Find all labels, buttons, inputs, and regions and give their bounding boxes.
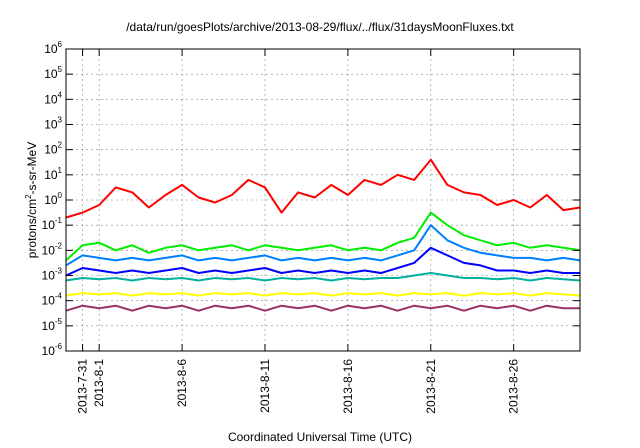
- y-tick-label: 100: [44, 191, 62, 207]
- y-tick-label: 106: [44, 40, 62, 56]
- x-tick-label: 2013-8-11: [258, 359, 272, 413]
- y-tick-label: 10-6: [42, 342, 63, 358]
- y-tick-label: 10-1: [42, 216, 63, 232]
- series-line-2: [65, 224, 581, 267]
- x-axis-label: Coordinated Universal Time (UTC): [227, 430, 413, 444]
- series-line-0: [65, 158, 581, 219]
- y-tick-label: 10-5: [42, 317, 63, 333]
- y-tick-label: 104: [44, 90, 62, 106]
- x-tick-label: 2013-8-6: [175, 359, 189, 407]
- x-tick-label: 2013-8-16: [341, 359, 355, 414]
- chart-title: /data/run/goesPlots/archive/2013-08-29/f…: [126, 20, 514, 34]
- y-tick-label: 103: [44, 116, 62, 132]
- y-tick-label: 10-4: [42, 292, 63, 308]
- series-line-3: [65, 246, 580, 277]
- series-line-5: [65, 292, 581, 297]
- x-tick-label: 2013-8-21: [424, 359, 438, 414]
- y-tick-label: 105: [44, 65, 62, 81]
- grid-lines: [66, 49, 580, 351]
- y-tick-label: 10-3: [42, 267, 63, 283]
- x-axis-ticks: 2013-7-31 2013-8-1 2013-8-6 2013-8-11 2013-8…: [76, 49, 521, 414]
- series-line-1: [65, 211, 581, 262]
- series-line-6: [65, 304, 580, 312]
- y-tick-label: 10-2: [42, 241, 63, 257]
- x-tick-label: 2013-8-26: [507, 359, 521, 414]
- y-tick-label: 101: [44, 166, 62, 182]
- y-axis-ticks: 106 105 104 103 102 101 100 10-1 10-2 10-3 10-4 10-…: [42, 40, 580, 358]
- y-axis-label: protons/cm2-s-sr-MeV: [24, 142, 39, 258]
- x-tick-label: 2013-8-1: [92, 359, 106, 407]
- y-tick-label: 102: [44, 141, 62, 157]
- series-layer: [65, 158, 581, 312]
- series-line-4: [65, 272, 581, 282]
- x-tick-label: 2013-7-31: [76, 359, 90, 414]
